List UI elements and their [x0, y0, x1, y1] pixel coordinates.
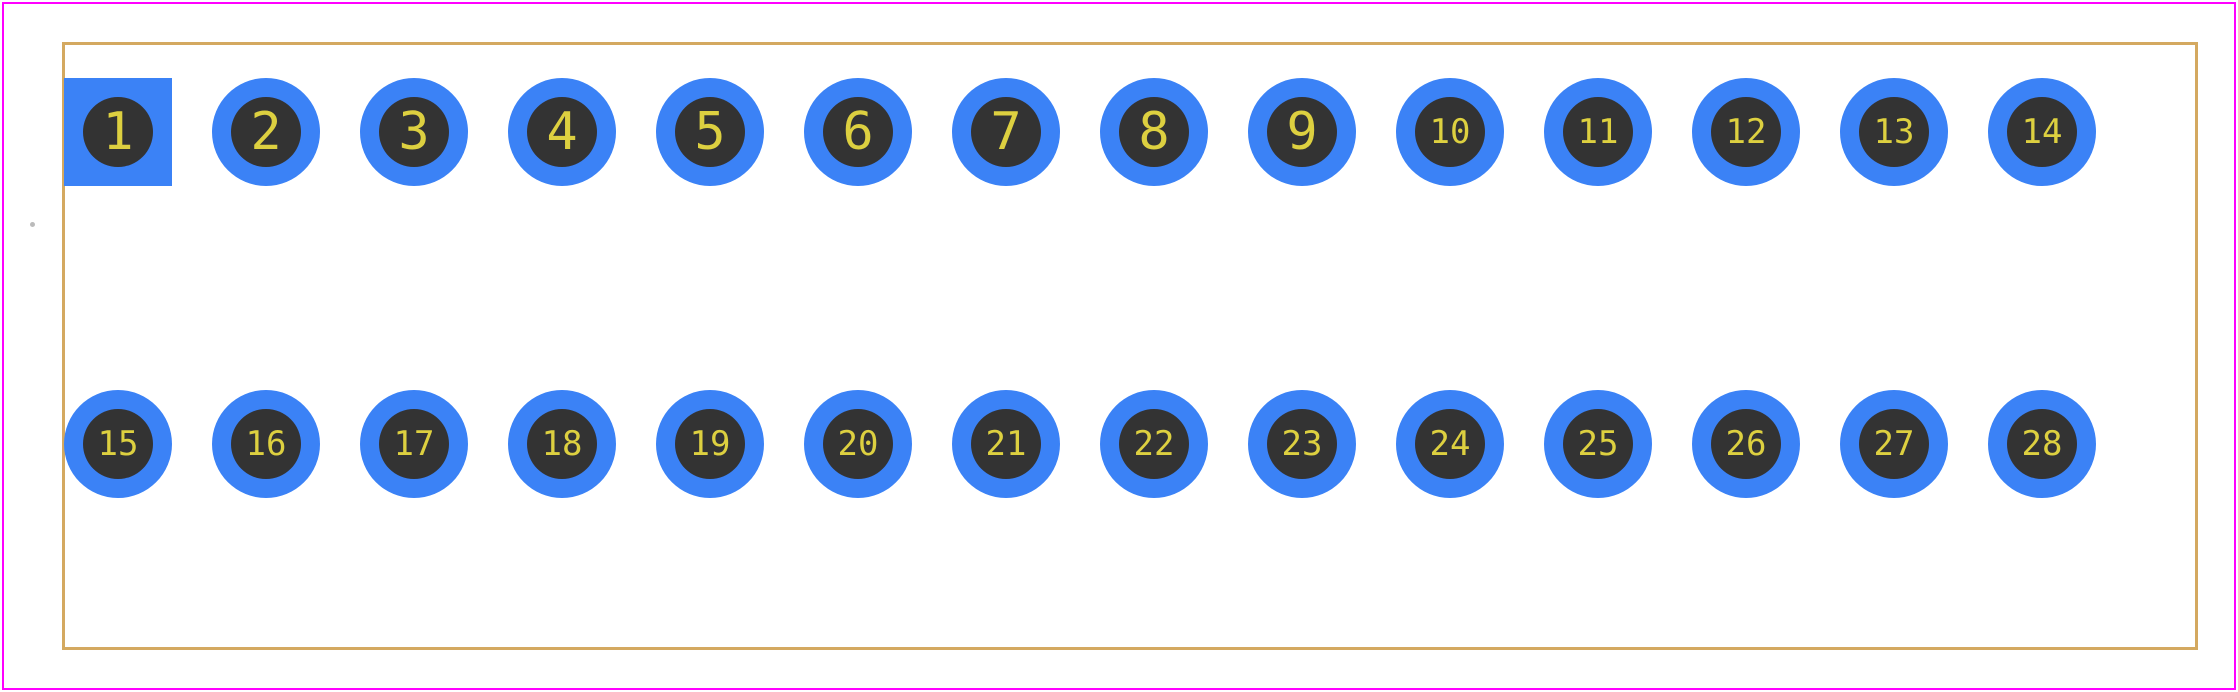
pin-17: 17 — [360, 390, 468, 498]
pin-label: 20 — [838, 424, 879, 464]
pin-label: 27 — [1874, 424, 1915, 464]
pin-label: 3 — [398, 102, 429, 162]
pin-label: 19 — [690, 424, 731, 464]
pin-12: 12 — [1692, 78, 1800, 186]
pin-label: 22 — [1134, 424, 1175, 464]
pin-6: 6 — [804, 78, 912, 186]
pin-label: 15 — [98, 424, 139, 464]
pin-21: 21 — [952, 390, 1060, 498]
pin-15: 15 — [64, 390, 172, 498]
pin-3: 3 — [360, 78, 468, 186]
pin-22: 22 — [1100, 390, 1208, 498]
pin-24: 24 — [1396, 390, 1504, 498]
pin-19: 19 — [656, 390, 764, 498]
pin-label: 25 — [1578, 424, 1619, 464]
pin-label: 11 — [1578, 112, 1619, 152]
pin-label: 21 — [986, 424, 1027, 464]
pin-label: 5 — [694, 102, 725, 162]
origin-marker — [30, 222, 35, 227]
pin-18: 18 — [508, 390, 616, 498]
pin-23: 23 — [1248, 390, 1356, 498]
pin-11: 11 — [1544, 78, 1652, 186]
pin-label: 9 — [1286, 102, 1317, 162]
pin-label: 4 — [546, 102, 577, 162]
pin-14: 14 — [1988, 78, 2096, 186]
pin-label: 1 — [102, 102, 133, 162]
pin-label: 7 — [990, 102, 1021, 162]
pin-7: 7 — [952, 78, 1060, 186]
pin-28: 28 — [1988, 390, 2096, 498]
pin-1: 1 — [64, 78, 172, 186]
pin-label: 23 — [1282, 424, 1323, 464]
pin-label: 8 — [1138, 102, 1169, 162]
pin-4: 4 — [508, 78, 616, 186]
pin-2: 2 — [212, 78, 320, 186]
pin-label: 18 — [542, 424, 583, 464]
pin-label: 14 — [2022, 112, 2063, 152]
pin-label: 28 — [2022, 424, 2063, 464]
pin-label: 16 — [246, 424, 287, 464]
pin-26: 26 — [1692, 390, 1800, 498]
pin-label: 2 — [250, 102, 281, 162]
pin-label: 12 — [1726, 112, 1767, 152]
pin-label: 24 — [1430, 424, 1471, 464]
pin-13: 13 — [1840, 78, 1948, 186]
pin-label: 17 — [394, 424, 435, 464]
pin-27: 27 — [1840, 390, 1948, 498]
pin-10: 10 — [1396, 78, 1504, 186]
pin-25: 25 — [1544, 390, 1652, 498]
pin-5: 5 — [656, 78, 764, 186]
pin-label: 6 — [842, 102, 873, 162]
pin-row-1: 1234567891011121314 — [64, 78, 2096, 186]
pin-row-2: 15 16 17 18 19 20 21 22 23 24 25 26 27 28 — [64, 390, 2096, 498]
pin-8: 8 — [1100, 78, 1208, 186]
pin-16: 16 — [212, 390, 320, 498]
pin-20: 20 — [804, 390, 912, 498]
pin-9: 9 — [1248, 78, 1356, 186]
pin-label: 10 — [1430, 112, 1471, 152]
pin-label: 26 — [1726, 424, 1767, 464]
pin-label: 13 — [1874, 112, 1915, 152]
